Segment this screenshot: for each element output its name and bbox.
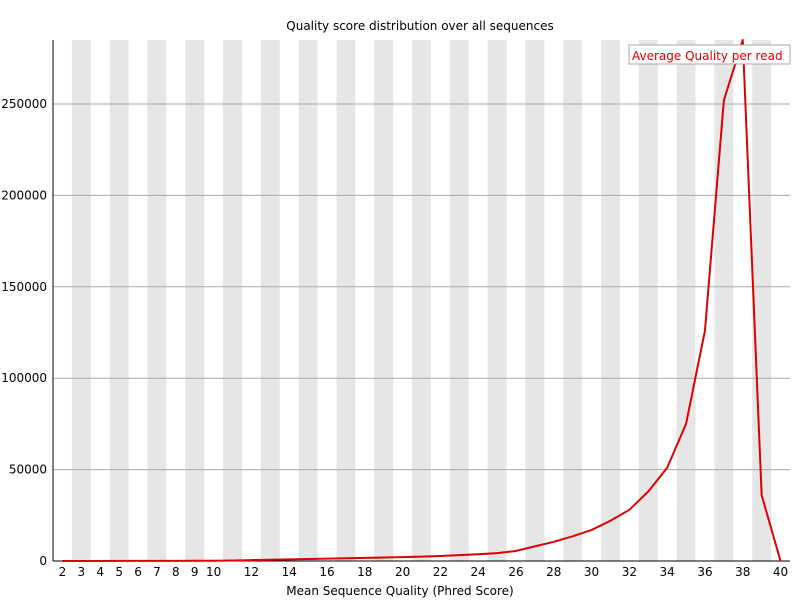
x-tick-label-22: 22 <box>433 565 448 579</box>
alternating-bands <box>71 40 772 561</box>
x-tick-label-24: 24 <box>471 565 486 579</box>
x-tick-label-16: 16 <box>319 565 334 579</box>
y-tick-label-0: 0 <box>39 554 47 568</box>
y-tick-label-150000: 150000 <box>1 280 47 294</box>
legend: Average Quality per read <box>628 44 791 65</box>
band-19 <box>374 40 394 561</box>
band-3 <box>71 40 91 561</box>
x-tick-label-34: 34 <box>660 565 675 579</box>
x-axis-tick-labels: 2 3 4 5 6 7 8 9 10 12 14 16 18 20 22 24 26 28 30 32 34 36 38 40 <box>59 565 789 579</box>
x-tick-label-5: 5 <box>115 565 123 579</box>
band-25 <box>487 40 507 561</box>
band-39 <box>752 40 772 561</box>
legend-box <box>628 44 791 65</box>
x-tick-label-28: 28 <box>546 565 561 579</box>
y-tick-label-50000: 50000 <box>9 463 47 477</box>
band-13 <box>260 40 280 561</box>
band-9 <box>185 40 205 561</box>
x-tick-label-3: 3 <box>78 565 86 579</box>
band-27 <box>525 40 545 561</box>
x-tick-label-30: 30 <box>584 565 599 579</box>
x-tick-label-38: 38 <box>735 565 750 579</box>
series-lines <box>62 39 782 562</box>
x-axis-label: Mean Sequence Quality (Phred Score) <box>286 584 514 598</box>
y-tick-label-250000: 250000 <box>1 97 47 111</box>
band-7 <box>147 40 167 561</box>
band-21 <box>412 40 431 561</box>
x-tick-label-20: 20 <box>395 565 410 579</box>
band-33 <box>638 40 658 561</box>
band-5 <box>109 40 129 561</box>
band-37 <box>714 40 734 561</box>
legend-label-average-quality: Average Quality per read <box>632 49 783 63</box>
x-tick-label-18: 18 <box>357 565 372 579</box>
band-35 <box>676 40 696 561</box>
x-tick-label-12: 12 <box>244 565 259 579</box>
x-tick-label-2: 2 <box>59 565 67 579</box>
x-tick-label-26: 26 <box>508 565 523 579</box>
band-11 <box>223 40 242 561</box>
band-23 <box>449 40 469 561</box>
y-tick-label-100000: 100000 <box>1 371 47 385</box>
band-17 <box>336 40 356 561</box>
y-axis-tick-labels: 0 50000 100000 150000 200000 250000 <box>1 97 47 568</box>
x-tick-label-4: 4 <box>96 565 104 579</box>
x-tick-label-36: 36 <box>697 565 712 579</box>
x-tick-label-32: 32 <box>622 565 637 579</box>
band-15 <box>298 40 318 561</box>
y-tick-label-200000: 200000 <box>1 188 47 202</box>
band-31 <box>601 40 620 561</box>
x-tick-label-40: 40 <box>773 565 788 579</box>
chart-title: Quality score distribution over all sequ… <box>286 19 553 33</box>
horizontal-gridlines <box>53 103 790 471</box>
x-tick-label-14: 14 <box>282 565 297 579</box>
x-tick-label-7: 7 <box>153 565 161 579</box>
x-tick-label-6: 6 <box>134 565 142 579</box>
x-tick-label-9: 9 <box>191 565 199 579</box>
band-29 <box>563 40 583 561</box>
series-line-0 <box>62 39 782 562</box>
x-tick-label-8: 8 <box>172 565 180 579</box>
x-tick-label-10: 10 <box>206 565 221 579</box>
